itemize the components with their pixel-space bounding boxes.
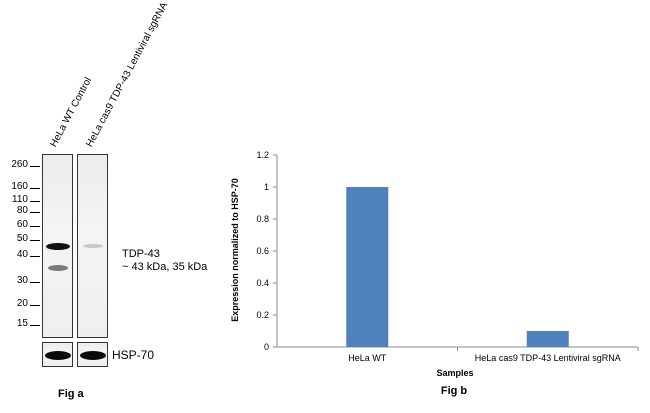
mw-marker: 110 bbox=[12, 194, 28, 205]
fig-a-caption: Fig a bbox=[58, 388, 84, 400]
mw-tick bbox=[30, 188, 40, 189]
mw-tick bbox=[30, 166, 40, 167]
y-tick-label: 0 bbox=[264, 342, 269, 352]
mw-marker: 20 bbox=[16, 298, 28, 309]
x-axis-label: Samples bbox=[436, 368, 473, 378]
y-tick-label: 1 bbox=[264, 182, 269, 192]
mw-tick bbox=[30, 325, 40, 326]
mw-tick bbox=[30, 256, 40, 257]
mw-tick bbox=[30, 226, 40, 227]
mw-marker: 60 bbox=[16, 219, 28, 230]
tdp43-band-43kda bbox=[46, 243, 70, 250]
y-tick-label: 0.8 bbox=[256, 214, 269, 224]
y-tick-label: 0.2 bbox=[256, 310, 269, 320]
mw-marker: 40 bbox=[16, 249, 28, 260]
y-tick-label: 0.6 bbox=[256, 246, 269, 256]
fig-b-caption: Fig b bbox=[441, 385, 468, 397]
blot-lane-wt bbox=[42, 154, 73, 338]
y-tick-label: 0.4 bbox=[256, 278, 269, 288]
mw-marker: 15 bbox=[16, 318, 28, 329]
hsp70-band bbox=[45, 351, 71, 360]
target-size-label: ~ 43 kDa, 35 kDa bbox=[122, 261, 208, 273]
mw-marker: 50 bbox=[16, 233, 28, 244]
mw-tick bbox=[30, 240, 40, 241]
mw-marker: 160 bbox=[11, 181, 28, 192]
mw-marker: 260 bbox=[11, 159, 28, 170]
tdp43-band-residual bbox=[83, 244, 103, 248]
loading-control-label: HSP-70 bbox=[112, 348, 155, 362]
mw-marker: 80 bbox=[16, 205, 28, 216]
mw-marker: 30 bbox=[16, 275, 28, 286]
x-tick-label: HeLa WT bbox=[348, 353, 387, 363]
mw-tick bbox=[30, 201, 40, 202]
mw-tick bbox=[30, 305, 40, 306]
y-axis-label: Expression normalized to HSP-70 bbox=[230, 178, 240, 322]
hsp70-lane-knockout bbox=[77, 342, 108, 367]
hsp70-band bbox=[80, 351, 106, 360]
mw-tick bbox=[30, 282, 40, 283]
y-tick-label: 1.2 bbox=[256, 150, 269, 160]
bar bbox=[346, 187, 389, 347]
bar bbox=[526, 331, 569, 347]
x-tick-label: HeLa cas9 TDP-43 Lentiviral sgRNA bbox=[475, 353, 621, 363]
blot-lane-knockout bbox=[77, 154, 108, 338]
tdp43-band-35kda bbox=[48, 265, 68, 271]
mw-tick bbox=[30, 212, 40, 213]
hsp70-lane-wt bbox=[42, 342, 73, 367]
target-label: TDP-43 bbox=[122, 248, 160, 260]
